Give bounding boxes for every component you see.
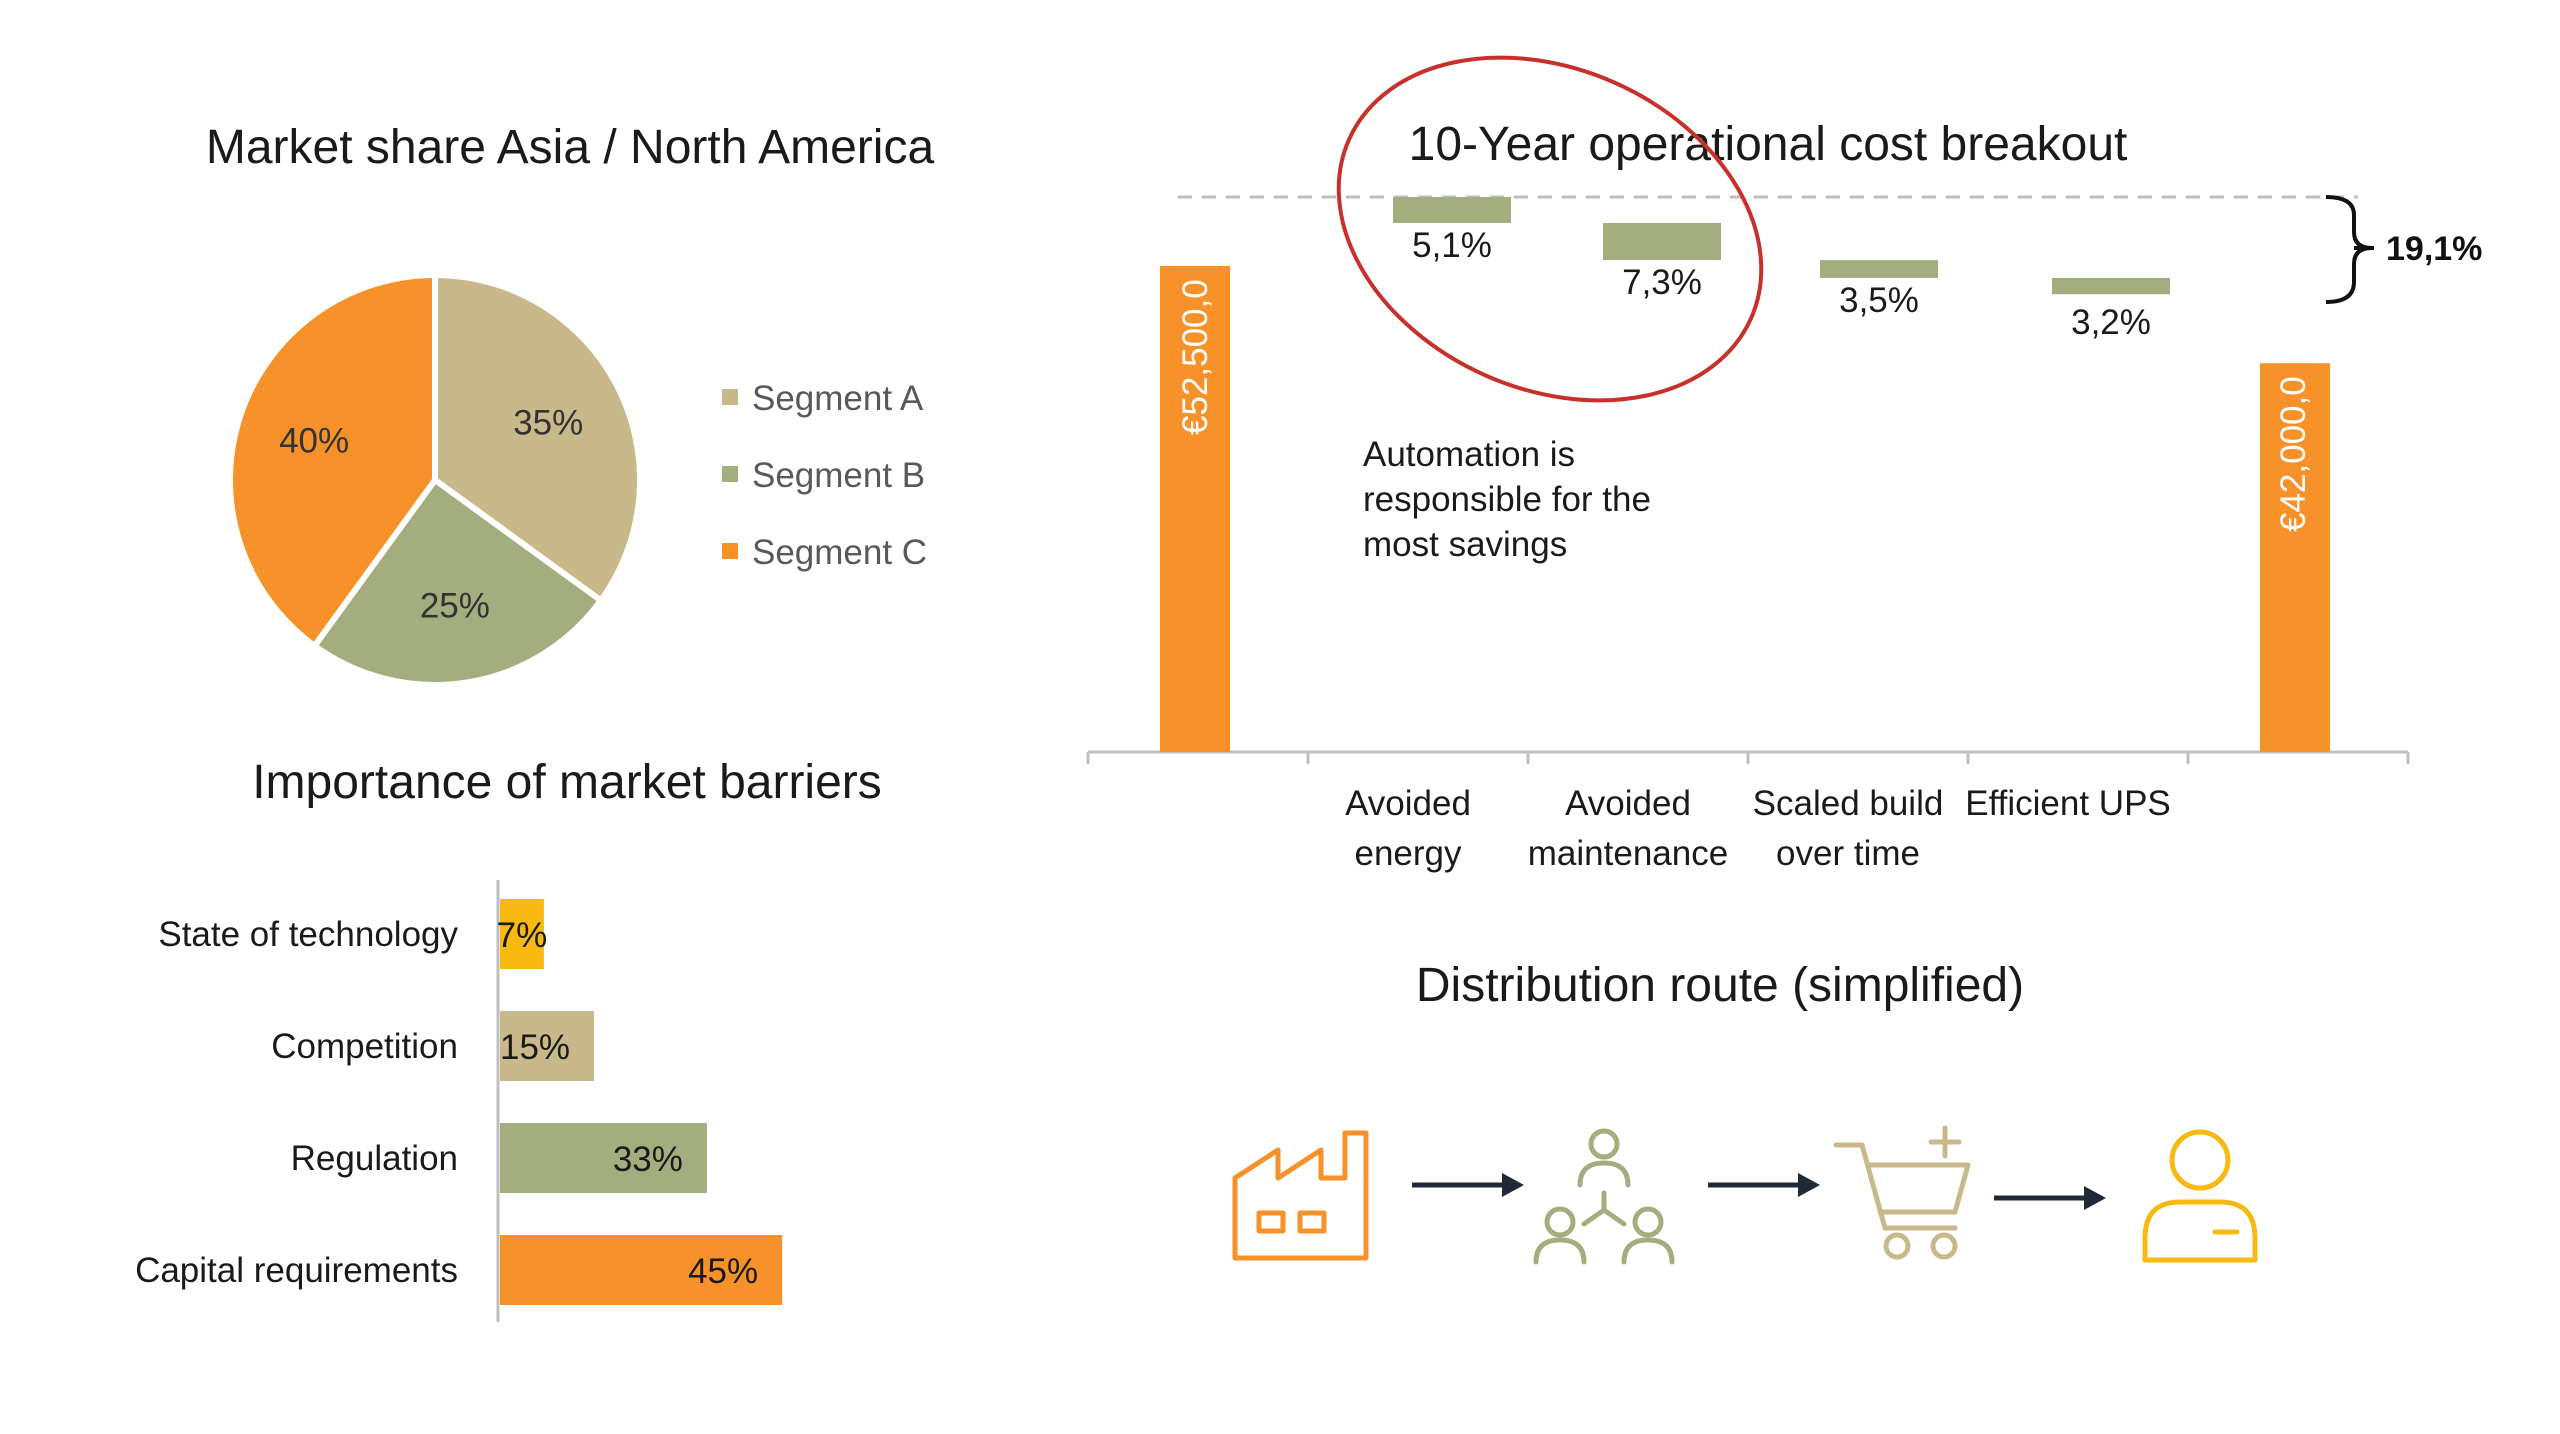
- user-icon: [2142, 1129, 2258, 1263]
- waterfall-category-label: Efficient UPS: [1965, 784, 2171, 823]
- total-reduction-label: 19,1%: [2386, 230, 2482, 268]
- waterfall-category-label: Avoided energy: [1345, 784, 1471, 873]
- legend-swatch: [722, 543, 738, 559]
- factory-icon: [1232, 1130, 1369, 1261]
- waterfall-title: 10-Year operational cost breakout: [1409, 118, 2128, 171]
- pie-slice-segment-a: [432, 271, 643, 605]
- shopping-cart-add-icon: [1833, 1125, 1971, 1260]
- annotation-line-2: responsible for the: [1363, 480, 1651, 519]
- bar-category-label: Competition: [271, 1027, 458, 1066]
- pie-slice-segment-c: [227, 271, 438, 651]
- network-people-icon: [1533, 1128, 1675, 1265]
- bar: [500, 1235, 783, 1305]
- barriers-title: Importance of market barriers: [252, 756, 882, 809]
- waterfall-category-label: Scaled build over time: [1753, 784, 1944, 873]
- waterfall-chart: €52,500,0 5,1% Avoided energy 7,3% Avoided mai…: [1086, 195, 2410, 873]
- route-arrow-2: [1708, 1173, 1820, 1197]
- pie-slice-label: 40%: [279, 422, 349, 461]
- bar-value-label: 15%: [500, 1028, 570, 1067]
- waterfall-step-bar: [1820, 260, 1938, 278]
- end-bar-label: €42,000,0: [2274, 376, 2313, 532]
- annotation-circle: [1336, 55, 1764, 403]
- annotation-line-3: most savings: [1363, 525, 1567, 564]
- bar: [500, 899, 544, 969]
- waterfall-step-label: 5,1%: [1412, 226, 1492, 265]
- waterfall-step-bar: [1393, 197, 1511, 223]
- bar-category-label: Regulation: [291, 1139, 458, 1178]
- legend-label: Segment C: [752, 533, 927, 572]
- start-bar-label: €52,500,0: [1176, 279, 1215, 435]
- waterfall-category-label: Avoided maintenance: [1528, 784, 1728, 873]
- annotation-line-1: Automation is: [1363, 435, 1575, 474]
- pie-legend: Segment A Segment B Segment C: [722, 379, 927, 572]
- waterfall-step-bar: [1603, 222, 1721, 261]
- bar-value-label: 7%: [497, 916, 548, 955]
- barriers-chart: State of technology 7% Competition 15% Regul…: [135, 880, 783, 1322]
- bar: [500, 1011, 595, 1081]
- waterfall-start-bar: [1160, 266, 1230, 752]
- legend-swatch: [722, 389, 738, 405]
- bar: [500, 1123, 707, 1193]
- route-arrow-3: [1994, 1186, 2106, 1210]
- pie-chart: 35% 25% 40%: [227, 271, 643, 688]
- distribution-title: Distribution route (simplified): [1416, 959, 2024, 1012]
- legend-label: Segment A: [752, 379, 924, 418]
- waterfall-step-label: 7,3%: [1622, 263, 1702, 302]
- waterfall-step-label: 3,5%: [1839, 281, 1919, 320]
- waterfall-end-bar: [2260, 363, 2330, 752]
- route-arrow-1: [1412, 1173, 1524, 1197]
- pie-slice-label: 35%: [513, 403, 583, 442]
- bar-category-label: Capital requirements: [135, 1251, 458, 1290]
- bar-value-label: 45%: [688, 1252, 758, 1291]
- bar-category-label: State of technology: [158, 915, 458, 954]
- bar-value-label: 33%: [613, 1140, 683, 1179]
- annotation-text: Automation is responsible for the most s…: [1363, 435, 1661, 564]
- waterfall-step-label: 3,2%: [2071, 303, 2151, 342]
- pie-slice-label: 25%: [420, 587, 490, 626]
- pie-title: Market share Asia / North America: [206, 121, 935, 174]
- legend-label: Segment B: [752, 456, 925, 495]
- legend-swatch: [722, 466, 738, 482]
- waterfall-step-bar: [2052, 277, 2170, 295]
- pie-slice-segment-b: [310, 475, 606, 688]
